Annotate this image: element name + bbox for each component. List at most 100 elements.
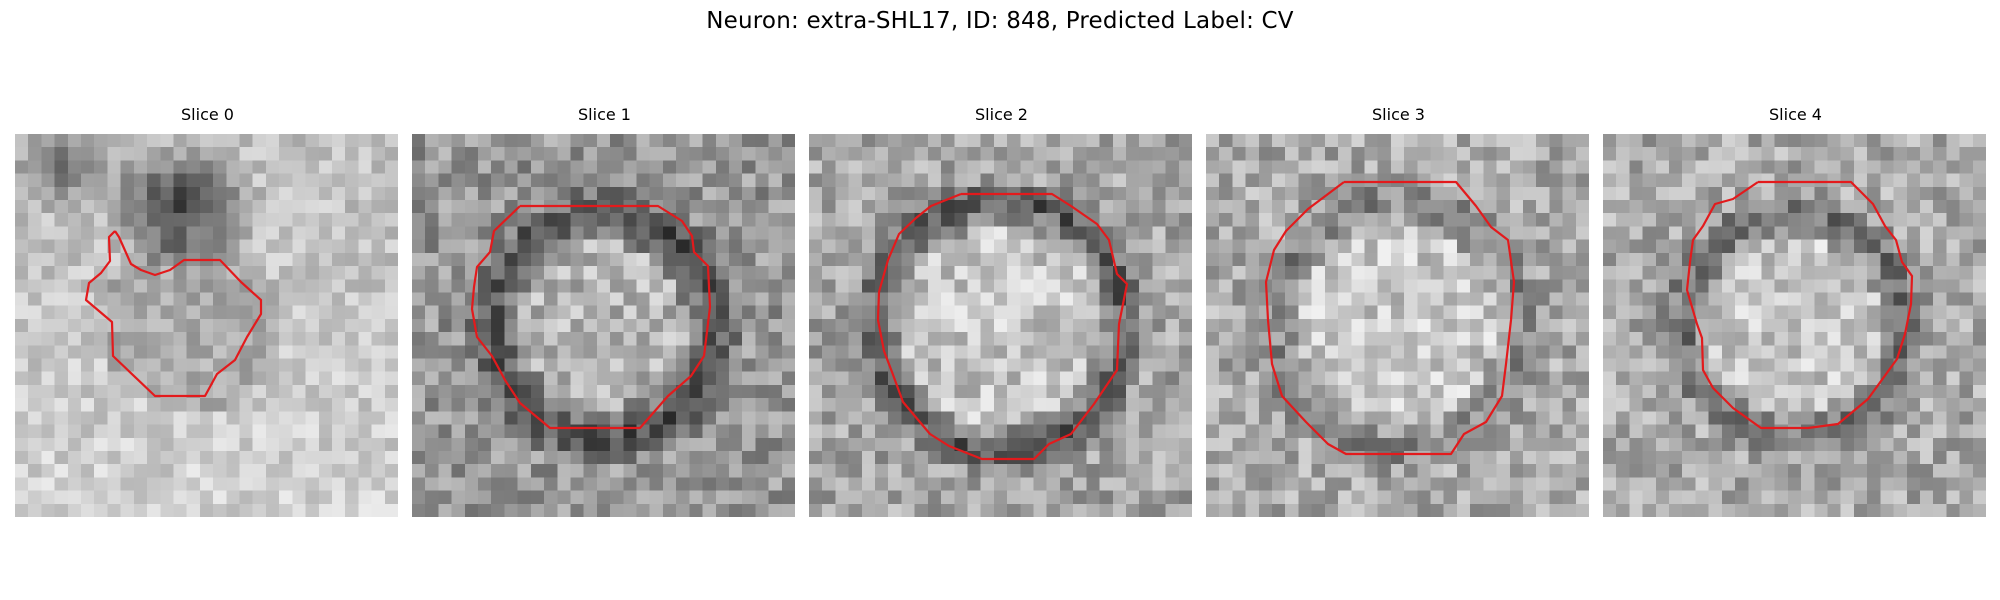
pixel-cell [1377, 477, 1392, 492]
pixel-cell [888, 173, 903, 188]
pixel-cell [425, 226, 440, 241]
pixel-cell [1840, 345, 1855, 360]
pixel-cell [1695, 503, 1710, 517]
pixel-cell [544, 384, 558, 399]
pixel-cell [331, 398, 346, 412]
pixel-cell [1232, 266, 1247, 280]
pixel-cell [1258, 450, 1273, 465]
pixel-cell [728, 450, 743, 465]
pixel-cell [438, 213, 453, 228]
pixel-cell [292, 266, 307, 280]
pixel-cell [967, 252, 982, 267]
pixel-cell [1880, 450, 1895, 465]
pixel-cell [993, 266, 1008, 280]
pixel-cell [676, 411, 690, 426]
pixel-cell [728, 371, 743, 386]
pixel-cell [1814, 239, 1829, 254]
pixel-cell [1669, 464, 1683, 478]
pixel-cell [848, 292, 863, 307]
pixel-cell [1616, 292, 1631, 307]
pixel-cell [1417, 239, 1432, 254]
pixel-cell [213, 160, 227, 175]
pixel-cell [755, 173, 770, 188]
pixel-cell [120, 279, 135, 294]
pixel-cell [1774, 266, 1789, 280]
pixel-cell [1125, 239, 1140, 254]
pixel-cell [517, 503, 532, 517]
pixel-cell [1655, 134, 1670, 148]
pixel-cell [226, 398, 241, 412]
pixel-cell [226, 332, 241, 346]
pixel-cell [980, 292, 995, 307]
pixel-cell [213, 345, 227, 360]
pixel-cell [728, 411, 743, 426]
pixel-cell [822, 332, 837, 346]
pixel-cell [1774, 358, 1789, 373]
pixel-cell [1616, 477, 1631, 492]
pixel-cell [927, 398, 942, 412]
pixel-cell [1708, 477, 1723, 492]
contour-outline [1685, 180, 1914, 430]
pixel-cell [318, 411, 333, 426]
pixel-cell [371, 173, 386, 188]
pixel-cell [252, 358, 267, 373]
pixel-cell [1417, 160, 1432, 175]
pixel-cell [133, 490, 148, 505]
pixel-cell [702, 490, 717, 505]
pixel-cell [649, 279, 664, 294]
pixel-cell [1814, 279, 1829, 294]
pixel-cell [1496, 437, 1511, 452]
pixel-cell [1364, 371, 1379, 386]
pixel-cell [676, 200, 690, 214]
pixel-cell [1919, 173, 1934, 188]
pixel-cell [81, 358, 95, 373]
pixel-cell [662, 147, 677, 162]
pixel-cell [676, 252, 690, 267]
pixel-cell [1721, 332, 1736, 346]
pixel-cell [1933, 186, 1947, 201]
pixel-cell [993, 292, 1008, 307]
pixel-cell [147, 160, 161, 175]
pixel-cell [954, 503, 969, 517]
pixel-cell [1470, 477, 1484, 492]
pixel-cell [1417, 134, 1432, 148]
pixel-cell [742, 424, 756, 439]
pixel-cell [1298, 345, 1313, 360]
pixel-cell [1748, 450, 1763, 465]
pixel-cell [1840, 266, 1855, 280]
pixel-cell [636, 213, 651, 228]
pixel-cell [1919, 345, 1934, 360]
pixel-cell [1178, 134, 1192, 148]
pixel-cell [1933, 358, 1947, 373]
pixel-cell [133, 437, 148, 452]
pixel-cell [676, 477, 690, 492]
pixel-cell [120, 266, 135, 280]
pixel-cell [1748, 371, 1763, 386]
pixel-cell [1086, 173, 1101, 188]
pixel-cell [133, 477, 148, 492]
pixel-cell [1669, 292, 1683, 307]
pixel-cell [649, 450, 664, 465]
pixel-cell [1906, 477, 1921, 492]
pixel-cell [781, 160, 795, 175]
pixel-cell [186, 424, 201, 439]
pixel-cell [1616, 424, 1631, 439]
pixel-cell [1549, 213, 1564, 228]
pixel-cell [425, 279, 440, 294]
pixel-cell [1575, 200, 1589, 214]
pixel-cell [1761, 186, 1776, 201]
pixel-cell [1708, 318, 1723, 333]
pixel-cell [1946, 252, 1961, 267]
pixel-cell [1007, 213, 1021, 228]
pixel-cell [28, 279, 43, 294]
pixel-cell [1152, 134, 1167, 148]
pixel-cell [1139, 464, 1153, 478]
pixel-cell [781, 292, 795, 307]
pixel-cell [1906, 503, 1921, 517]
pixel-cell [967, 345, 982, 360]
pixel-cell [331, 186, 346, 201]
pixel-cell [1522, 186, 1537, 201]
pixel-cell [1324, 279, 1339, 294]
pixel-cell [1139, 147, 1153, 162]
pixel-cell [1125, 226, 1140, 241]
